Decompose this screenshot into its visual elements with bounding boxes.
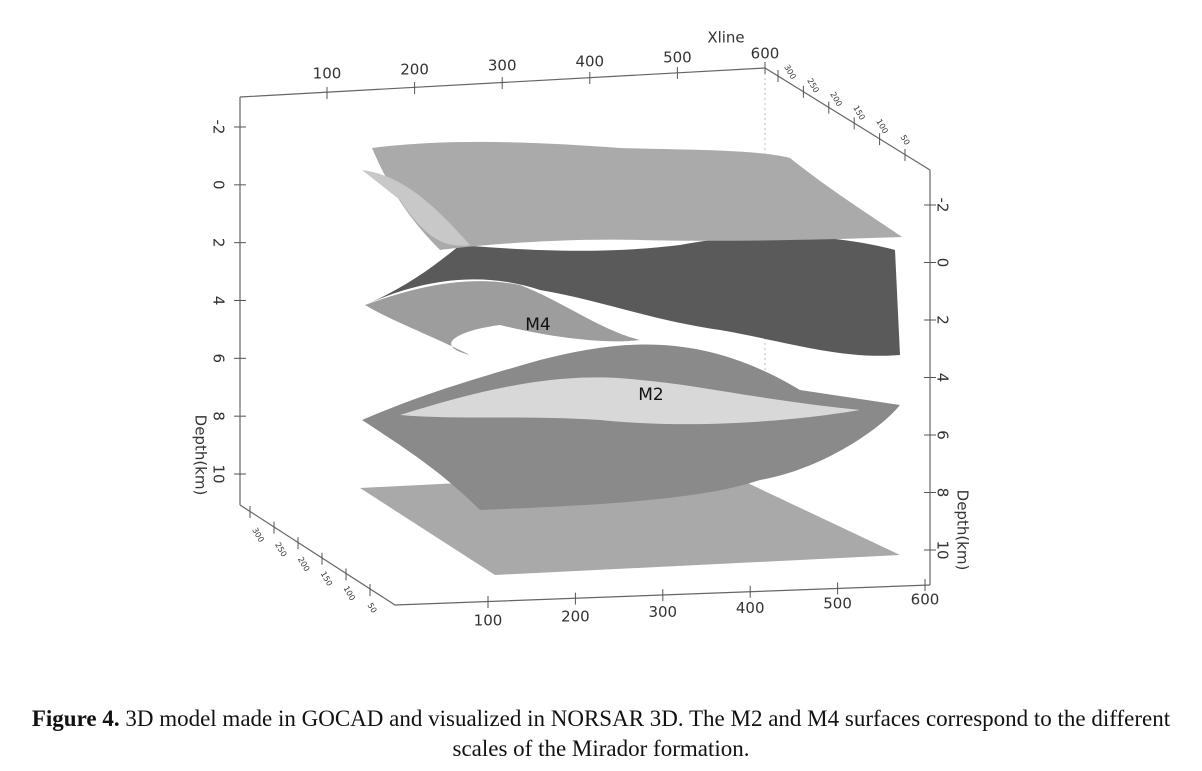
tick-label: 0: [934, 258, 952, 268]
tick-label: 6: [934, 430, 952, 440]
tick-label: 0: [210, 180, 228, 190]
tick-label: 100: [874, 118, 889, 136]
tick-label: 600: [911, 591, 940, 609]
caption-label: Figure 4.: [31, 706, 120, 731]
surface-m4-dark: [365, 235, 900, 356]
tick-label: 10: [934, 540, 952, 559]
tick-label: 100: [313, 65, 342, 83]
tick-label: 4: [934, 373, 952, 383]
tick-label: 200: [400, 61, 429, 79]
tick-label: 150: [851, 104, 866, 122]
tick-label: 600: [751, 45, 780, 63]
tick-label: 6: [210, 354, 228, 364]
tick-label: 10: [210, 464, 228, 483]
axis-label: Depth(km): [192, 415, 210, 496]
bottom-edge: [239, 504, 931, 606]
top-surface: [372, 141, 902, 250]
caption-text: 3D model made in GOCAD and visualized in…: [125, 706, 1171, 761]
tick-label: 8: [934, 488, 952, 498]
axis-label: Depth(km): [954, 490, 972, 571]
tick-label: 50: [366, 601, 379, 614]
tick-label: 200: [296, 555, 311, 573]
tick-label: 2: [934, 315, 952, 325]
tick-label: 100: [341, 585, 356, 603]
tick-label: 500: [663, 49, 692, 67]
tick-label: 500: [823, 595, 852, 613]
tick-label: 150: [319, 570, 334, 588]
figure: Xline Depth(km) Depth(km) M4 M2 100 200 30…: [192, 29, 972, 630]
caption: Figure 4. 3D model made in GOCAD and vis…: [10, 704, 1192, 764]
tick-label: 400: [736, 599, 765, 617]
tick-label: 300: [782, 63, 797, 81]
tick-label: 400: [575, 53, 604, 71]
tick-label: 200: [828, 90, 843, 108]
tick-label: 300: [648, 603, 677, 621]
surface-label: M2: [638, 385, 663, 405]
tick-label: 250: [273, 541, 288, 559]
axis-label: Xline: [707, 29, 744, 47]
surface-m4: [365, 281, 640, 355]
tick-label: 100: [474, 612, 503, 630]
tick-label: 300: [250, 526, 265, 544]
tick-label: 8: [210, 411, 228, 421]
top-surface-edge: [362, 170, 470, 246]
tick-label: 2: [210, 238, 228, 248]
tick-label: -2: [210, 120, 228, 135]
tick-label: -2: [934, 198, 952, 213]
tick-label: 4: [210, 296, 228, 306]
m2-highlight: [400, 377, 860, 425]
tick-label: 250: [805, 77, 820, 95]
tick-label: 300: [488, 57, 517, 75]
surfaces: [360, 141, 902, 575]
tick-label: 200: [561, 607, 590, 625]
surface-label: M4: [525, 315, 550, 335]
surface-m2: [362, 344, 900, 510]
tick-label: 50: [899, 133, 912, 146]
